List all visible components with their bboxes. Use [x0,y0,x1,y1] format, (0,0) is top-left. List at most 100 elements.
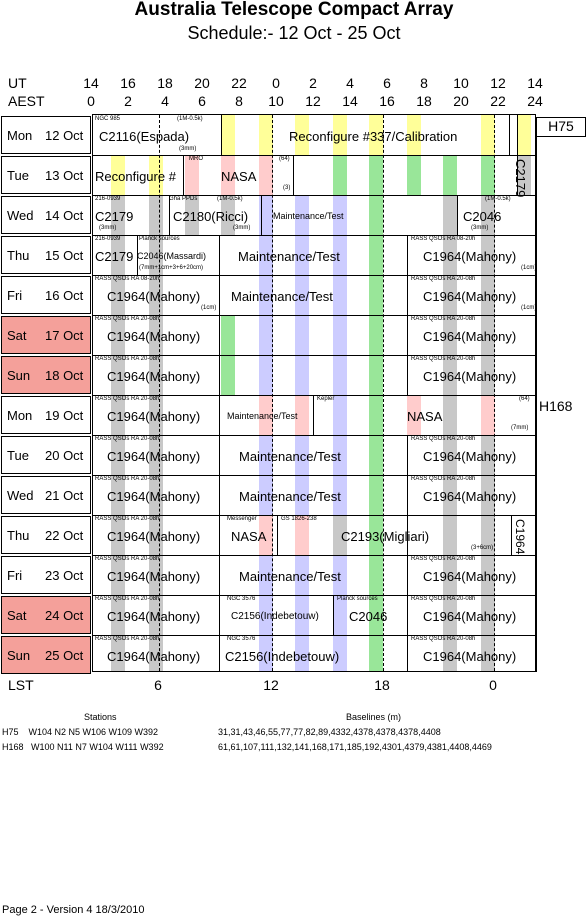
time-stripe [443,195,457,235]
time-stripe [369,195,383,235]
time-stripe [333,315,347,355]
time-stripe [259,395,273,435]
lbl-r9-rass2: RASS QSOs RA 20-08h [411,476,476,482]
ut-axis-label: UT [8,75,27,91]
block-r2c: Maintenance/Test [273,211,344,221]
row-divider [93,195,535,196]
time-stripe [443,435,457,475]
block-divider [219,635,220,671]
row-divider [93,635,535,636]
block-divider [261,195,262,235]
block-r5b: C1964(Mahony) [423,329,517,344]
time-stripe [111,235,125,275]
day-date: 15 Oct [45,247,84,263]
time-stripe [221,355,235,395]
stations-h168: H168 W100 N11 N7 W104 W111 W392 [2,742,164,752]
time-stripe [369,395,383,435]
aest-tick: 12 [305,93,321,109]
baselines-header: Baselines (m) [346,712,402,722]
block-r3c: Maintenance/Test [238,249,340,264]
time-stripe [333,275,347,315]
time-stripe [295,115,309,155]
ut-tick: 14 [83,75,99,91]
ut-tick: 6 [383,75,391,91]
lbl-r12-rass2: RASS QSOs RA 20-08h [411,596,476,602]
time-stripe [333,395,347,435]
day-date: 12 Oct [45,127,84,143]
time-stripe [517,155,531,195]
config-h168: H168 [539,398,573,414]
day-label: Thu 22 Oct [1,516,91,554]
day-label: Fri 16 Oct [1,276,91,314]
lbl-messenger: Messenger [227,516,257,522]
block-divider [183,155,184,195]
time-stripe [259,195,273,235]
time-stripe [481,355,495,395]
aest-tick: 18 [416,93,432,109]
time-stripe [481,235,495,275]
time-stripe [259,115,273,155]
block-r13c: C1964(Mahony) [423,649,517,664]
time-stripe [111,435,125,475]
time-stripe [259,475,273,515]
footer: Page 2 - Version 4 18/3/2010 [2,904,145,916]
block-divider [517,155,518,195]
lbl-r12-ngc: NGC 3576 [227,596,256,602]
time-stripe [443,355,457,395]
ut-tick: 8 [420,75,428,91]
block-divider [137,235,138,275]
day-of-week: Mon [7,407,33,423]
day-date: 24 Oct [45,607,84,623]
page-title: Australia Telescope Compact Array [134,0,454,20]
aest-tick: 4 [161,93,169,109]
block-divider [511,515,512,555]
lbl-mro: MRO [189,156,203,162]
block-r0a: C2116(Espada) [99,129,190,144]
lst-tick: 0 [489,677,497,693]
time-stripe [149,195,163,235]
block-divider [293,155,294,195]
block-r6a: C1964(Mahony) [107,369,201,384]
block-r6b: C1964(Mahony) [423,369,517,384]
row-divider [93,475,535,476]
time-stripe [369,555,383,595]
aest-tick: 2 [124,93,132,109]
day-of-week: Wed [7,207,34,223]
time-stripe [295,635,309,671]
day-label: Wed 14 Oct [1,196,91,234]
time-stripe [481,315,495,355]
day-of-week: Tue [7,447,29,463]
day-of-week: Sun [7,647,31,663]
block-r3d: C1964(Mahony) [423,249,517,264]
time-stripe [111,515,125,555]
baselines-h168: 61,61,107,111,132,141,168,171,185,192,43… [218,742,492,752]
time-stripe [259,235,273,275]
block-divider [333,595,334,635]
time-stripe [333,435,347,475]
day-label: Fri 23 Oct [1,556,91,594]
time-stripe [221,155,235,195]
day-of-week: Wed [7,487,34,503]
ut-tick: 0 [272,75,280,91]
lbl-r2-216: 216-0939 [95,196,121,202]
lst-tick: 6 [154,677,162,693]
block-r7b: Maintenance/Test [227,411,298,421]
block-divider [407,475,408,515]
time-stripe [259,275,273,315]
day-date: 14 Oct [45,207,84,223]
row-divider [93,395,535,396]
lbl-r1-n3: (3) [283,185,291,191]
block-divider [313,395,314,435]
time-stripe [333,155,347,195]
time-stripe [481,515,495,555]
lbl-gs: GS 1826-238 [281,516,317,522]
lst-tick: 18 [374,677,390,693]
block-r3b: C2046(Massardi) [137,251,207,261]
block-r12b: C2156(Indebetouw) [231,611,319,622]
config-h75: H75 [536,117,586,137]
lst-axis-label: LST [8,677,34,693]
time-stripe [369,315,383,355]
day-label: Tue 20 Oct [1,436,91,474]
block-r11c: C1964(Mahony) [423,569,517,584]
block-r8b: Maintenance/Test [239,449,341,464]
